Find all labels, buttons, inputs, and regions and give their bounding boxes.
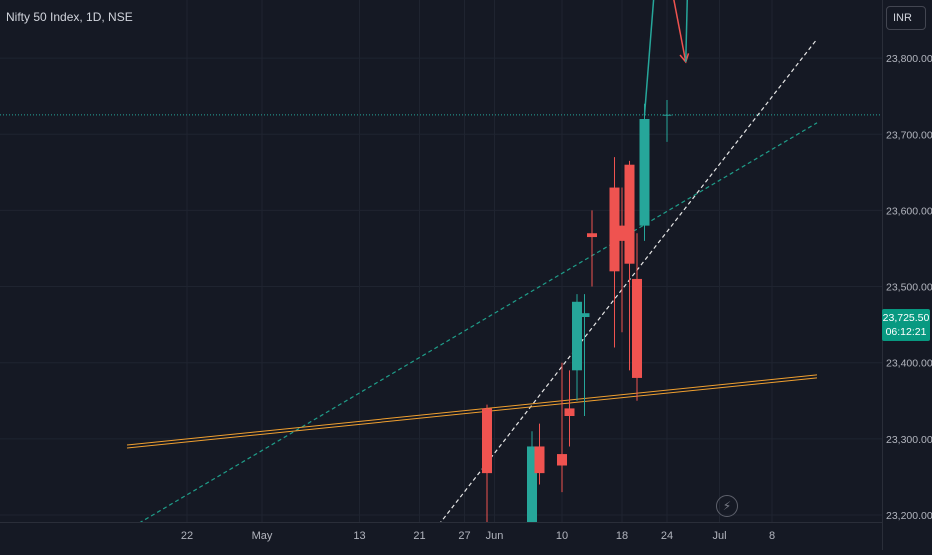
trend-line bbox=[440, 38, 818, 522]
projection-segment bbox=[673, 0, 687, 63]
time-tick-label: 10 bbox=[556, 530, 568, 542]
time-tick-label: 27 bbox=[458, 530, 470, 542]
bar-countdown: 06:12:21 bbox=[885, 326, 927, 338]
price-tick-label: 23,800.00 bbox=[886, 53, 932, 65]
candle-body bbox=[624, 164, 635, 264]
trend-line bbox=[126, 377, 818, 449]
price-tick-label: 23,300.00 bbox=[886, 434, 932, 446]
time-tick-label: 8 bbox=[769, 530, 775, 542]
last-price-value: 23,725.50 bbox=[882, 312, 930, 324]
time-tick-label: 22 bbox=[181, 530, 193, 542]
currency-selector[interactable]: INR bbox=[886, 6, 926, 30]
candle-body bbox=[557, 454, 567, 466]
projection-segment bbox=[685, 0, 688, 62]
drawing-lines[interactable] bbox=[0, 0, 882, 530]
candle-body bbox=[564, 408, 575, 417]
candle-body bbox=[482, 408, 492, 474]
time-tick-label: Jun bbox=[486, 530, 504, 542]
candle-body bbox=[579, 313, 590, 318]
lightning-icon[interactable]: ⚡ bbox=[716, 495, 738, 517]
time-tick-label: 24 bbox=[661, 530, 673, 542]
candle-body bbox=[572, 301, 582, 371]
last-price-tag: 23,725.50 06:12:21 bbox=[882, 309, 930, 341]
price-tick-label: 23,700.00 bbox=[886, 129, 932, 141]
candle-body bbox=[639, 119, 650, 226]
price-tick-label: 23,400.00 bbox=[886, 358, 932, 370]
time-tick-label: May bbox=[252, 530, 273, 542]
time-tick-label: Jul bbox=[712, 530, 726, 542]
projection-segment bbox=[643, 0, 655, 116]
price-scale bbox=[882, 0, 932, 550]
candles bbox=[482, 99, 672, 522]
candle-body bbox=[609, 187, 620, 272]
symbol-title[interactable]: Nifty 50 Index, 1D, NSE bbox=[6, 10, 133, 24]
time-scale bbox=[0, 522, 882, 550]
price-tick-label: 23,500.00 bbox=[886, 282, 932, 294]
candle-body bbox=[632, 278, 642, 378]
time-tick-label: 21 bbox=[413, 530, 425, 542]
candle-body bbox=[587, 233, 597, 238]
candle-body bbox=[534, 446, 545, 474]
grid bbox=[0, 0, 882, 522]
trend-line bbox=[126, 374, 818, 446]
candle-body bbox=[527, 446, 537, 522]
time-tick-label: 18 bbox=[616, 530, 628, 542]
trend-line bbox=[139, 122, 818, 522]
candle-body bbox=[617, 225, 627, 241]
projection-arrows[interactable] bbox=[643, 0, 702, 116]
time-tick-label: 13 bbox=[353, 530, 365, 542]
price-tick-label: 23,200.00 bbox=[886, 510, 932, 522]
price-tick-label: 23,600.00 bbox=[886, 205, 932, 217]
